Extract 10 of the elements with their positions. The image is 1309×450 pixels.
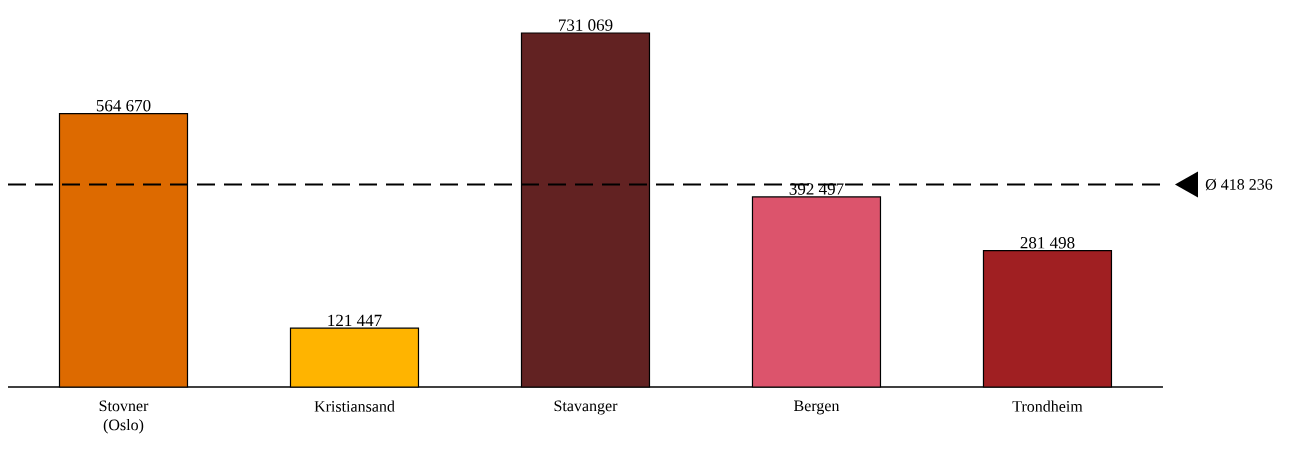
x-tick-label: Kristiansand <box>314 400 395 412</box>
data-label: 564 670 <box>96 99 151 112</box>
data-label: 121 447 <box>328 314 382 326</box>
x-tick-label: Stavanger <box>554 400 618 415</box>
data-label: 281 498 <box>1020 237 1075 249</box>
data-label: 731 069 <box>558 19 613 31</box>
x-tick-label: Stovner (Oslo) <box>99 400 149 434</box>
x-tick-label: Bergen <box>793 400 840 415</box>
ref-line-label: Ø 418 236 <box>1205 178 1273 191</box>
x-tick-label: Trondheim <box>1012 400 1083 412</box>
